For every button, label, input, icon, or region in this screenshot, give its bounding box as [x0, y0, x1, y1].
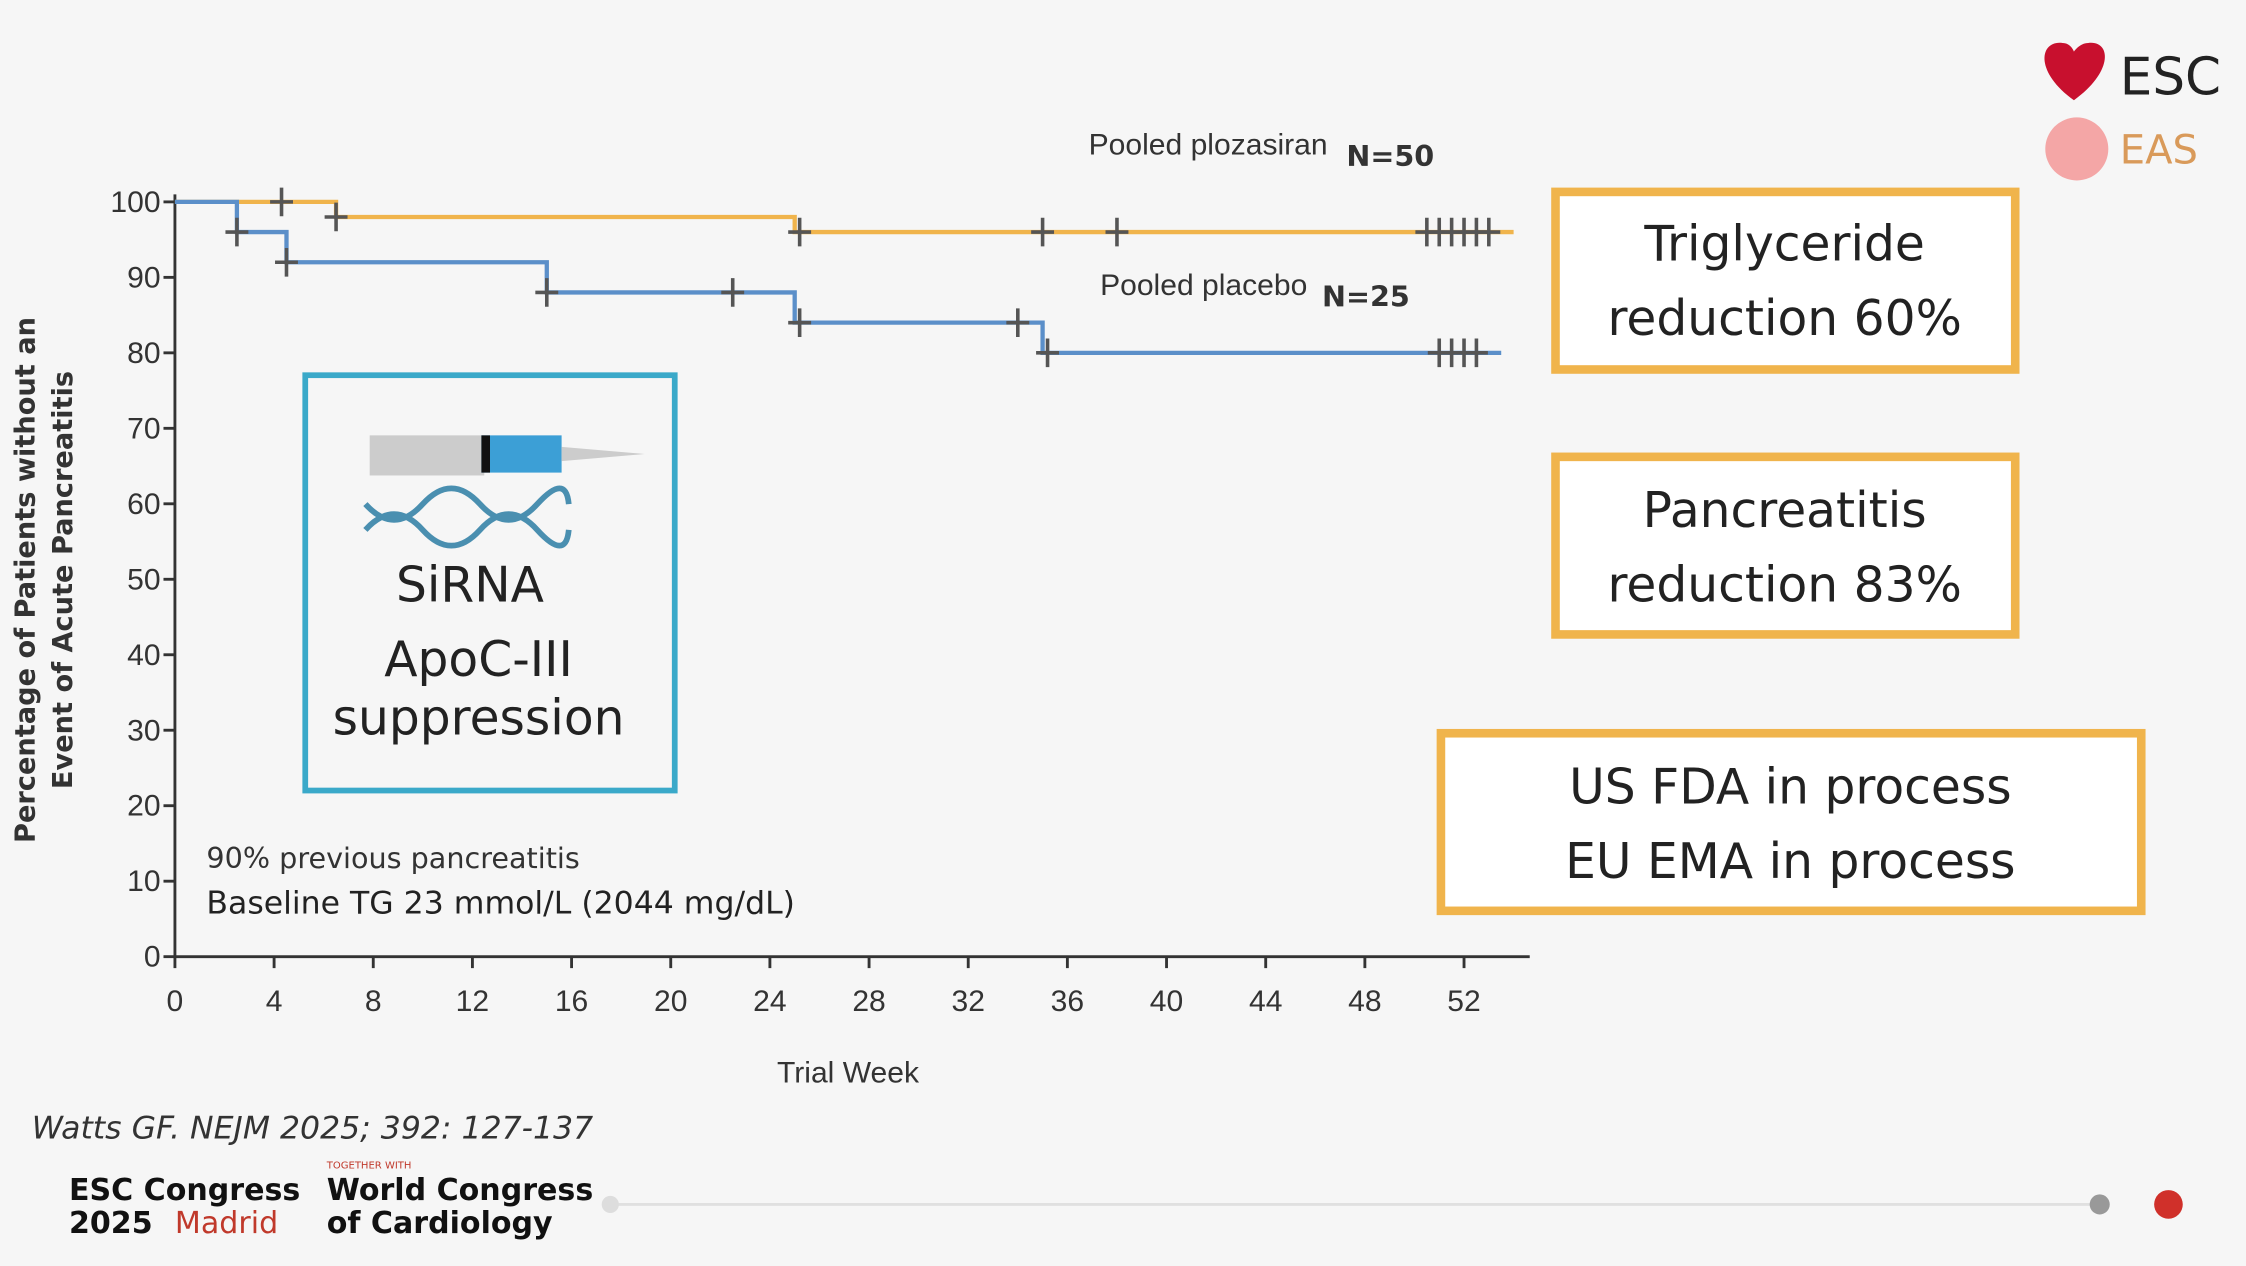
eas-logo-text: EAS — [2120, 127, 2198, 173]
y-tick-label: 0 — [144, 941, 161, 974]
dna-icon — [363, 485, 572, 549]
plot: 0 4 8 12 16 20 24 28 32 36 40 44 48 52010203040506070… — [110, 129, 1530, 1018]
result-box — [1551, 452, 2020, 639]
y-axis-title: Event of Acute Pancreatitis — [48, 371, 79, 789]
censor-mark — [535, 278, 559, 307]
censor-mark — [788, 308, 812, 337]
footer-together: TOGETHER WITH — [326, 1161, 412, 1172]
censor-mark — [788, 217, 812, 247]
censor-mark — [275, 247, 298, 277]
result-box — [1551, 187, 2020, 374]
esc-logo-text: ESC — [2120, 48, 2221, 108]
censor-mark — [270, 187, 293, 217]
footer-wcc: World Congress — [327, 1173, 594, 1208]
x-tick-label: 16 — [555, 985, 588, 1018]
result-text: Triglyceride — [1643, 217, 1925, 273]
result-text: EU EMA in process — [1565, 834, 2015, 890]
censor-mark — [1006, 308, 1030, 337]
footer-congress: ESC Congress — [69, 1173, 300, 1208]
esc-logo-icon — [2044, 42, 2105, 101]
y-tick-label: 40 — [127, 639, 160, 672]
y-tick-label: 70 — [127, 412, 160, 445]
x-tick-label: 52 — [1447, 985, 1480, 1018]
annotation: 90% previous pancreatitis — [206, 841, 579, 875]
y-tick-label: 60 — [127, 488, 160, 521]
x-tick-label: 0 — [167, 985, 184, 1018]
x-tick-label: 24 — [753, 985, 786, 1018]
footer-wcc: of Cardiology — [327, 1206, 553, 1241]
result-text: reduction 83% — [1607, 557, 1961, 613]
sirna-line: ApoC-III — [384, 632, 573, 688]
legend-label: Pooled placebo — [1100, 269, 1307, 302]
y-tick-label: 90 — [127, 261, 160, 294]
y-tick-label: 50 — [127, 563, 160, 596]
censor-mark — [225, 217, 249, 247]
x-tick-label: 48 — [1348, 985, 1381, 1018]
syringe-icon — [369, 435, 645, 476]
result-text: US FDA in process — [1569, 759, 2011, 815]
sirna-title: SiRNA — [396, 557, 544, 613]
progress-end[interactable] — [2154, 1190, 2183, 1219]
censor-mark — [1036, 338, 1060, 368]
legend-n: N=50 — [1346, 139, 1434, 173]
sirna-box — [302, 372, 678, 794]
censor-mark — [324, 202, 348, 232]
progress-start — [601, 1195, 619, 1214]
legend-n: N=25 — [1322, 279, 1410, 313]
legend-label: Pooled plozasiran — [1089, 129, 1328, 162]
x-tick-label: 36 — [1051, 985, 1084, 1018]
result-text: reduction 60% — [1607, 291, 1961, 347]
result-text: Pancreatitis — [1643, 483, 1927, 539]
censor-mark — [1031, 217, 1055, 247]
footer-city: Madrid — [175, 1206, 278, 1241]
x-tick-label: 8 — [365, 985, 382, 1018]
y-tick-label: 30 — [127, 714, 160, 747]
x-axis-title: Trial Week — [777, 1057, 920, 1090]
km-curve — [174, 199, 1514, 235]
eas-logo-icon — [2045, 117, 2109, 181]
y-axis-title: Percentage of Patients without an — [11, 317, 42, 843]
censor-mark — [1477, 217, 1501, 247]
x-tick-label: 4 — [266, 985, 283, 1018]
x-tick-label: 40 — [1150, 985, 1183, 1018]
citation: Watts GF. NEJM 2025; 392: 127-137 — [32, 1111, 593, 1147]
censor-mark — [721, 278, 745, 307]
x-tick-label: 20 — [654, 985, 687, 1018]
progress-dot — [2089, 1194, 2110, 1215]
censor-mark — [1105, 217, 1129, 247]
footer-year: 2025 — [69, 1206, 153, 1241]
sirna-line: suppression — [333, 691, 625, 747]
y-tick-label: 80 — [127, 337, 160, 370]
x-tick-label: 44 — [1249, 985, 1282, 1018]
x-tick-label: 32 — [951, 985, 984, 1018]
annotation: Baseline TG 23 mmol/L (2044 mg/dL) — [206, 886, 795, 922]
y-tick-label: 10 — [127, 865, 160, 898]
y-tick-label: 20 — [127, 790, 160, 823]
censor-mark — [1464, 338, 1488, 368]
result-box — [1436, 728, 2146, 916]
y-tick-label: 100 — [110, 186, 160, 219]
x-tick-label: 12 — [456, 985, 489, 1018]
x-tick-label: 28 — [852, 985, 885, 1018]
